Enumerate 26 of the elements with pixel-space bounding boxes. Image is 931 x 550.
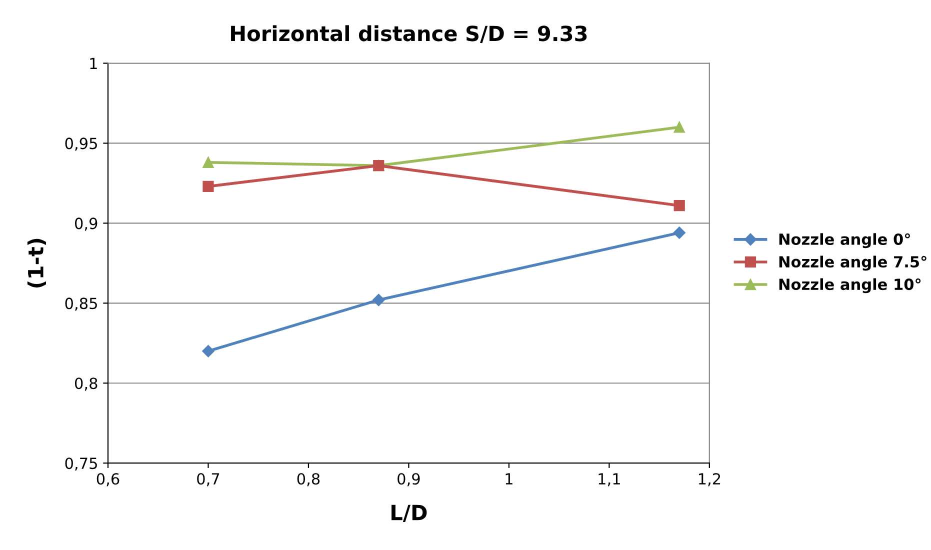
point <box>202 156 214 168</box>
x-tick-label: 1,2 <box>698 473 720 486</box>
y-axis-title: (1-t) <box>27 238 46 288</box>
y-tick-label: 0,8 <box>74 378 98 391</box>
point <box>202 180 214 192</box>
y-tick-label: 0,75 <box>65 458 97 471</box>
chart-title: Horizontal distance S/D = 9.33 <box>231 25 587 43</box>
x-tick-label: 0,8 <box>297 473 320 486</box>
legend-label: Nozzle angle 10° <box>779 278 921 294</box>
legend-label: Nozzle angle 7.5° <box>779 256 926 271</box>
y-tick-label: 1 <box>90 58 97 70</box>
point <box>673 226 686 239</box>
point <box>674 122 685 133</box>
x-tick-label: 0,6 <box>96 473 120 486</box>
x-tick-label: 1,1 <box>598 473 620 486</box>
y-tick-label: 0,9 <box>74 218 98 231</box>
legend-label: Nozzle angle 0° <box>779 233 910 248</box>
x-tick-label: 0,9 <box>398 473 420 486</box>
y-tick-label: 0,85 <box>65 298 97 311</box>
point <box>674 200 685 212</box>
point <box>372 294 385 306</box>
x-tick-label: 1 <box>506 473 512 484</box>
y-tick-label: 0,95 <box>65 138 97 151</box>
point <box>202 345 214 358</box>
x-axis-title: L/D <box>392 504 427 522</box>
x-tick-label: 0,7 <box>197 473 220 486</box>
